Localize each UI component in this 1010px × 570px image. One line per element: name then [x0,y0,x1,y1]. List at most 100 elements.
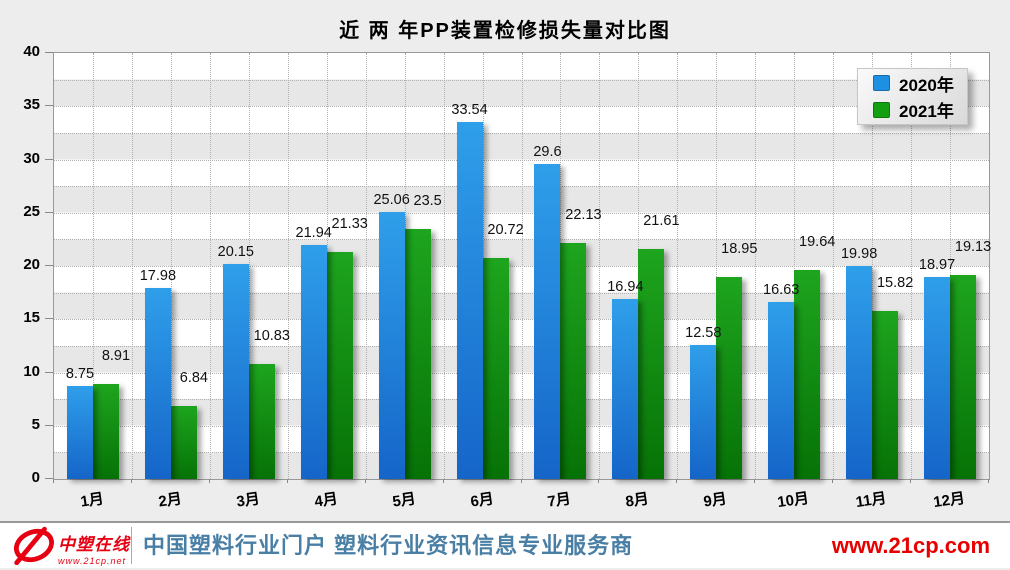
value-label-2020-8月: 16.94 [607,278,644,295]
bar-2020-12月 [924,276,951,479]
x-axis-tick [754,479,756,483]
x-axis-label: 2月 [157,490,183,511]
x-axis-label: 4月 [313,490,339,511]
gridline-vertical [755,53,757,479]
gridline-vertical [950,53,952,479]
y-axis-tick [45,211,53,213]
legend: 2020年 2021年 [857,68,968,125]
bar-2021-9月 [716,277,743,479]
gridline-vertical [911,53,913,479]
value-label-2021-10月: 19.64 [799,233,836,250]
legend-item-2021: 2021年 [873,97,967,122]
x-axis-tick [442,479,444,483]
value-label-2021-4月: 21.33 [331,215,368,232]
x-axis-tick [130,479,132,483]
gridline-vertical [677,53,679,479]
value-label-2021-11月: 15.82 [876,274,914,291]
value-label-2021-12月: 19.13 [954,239,992,256]
y-axis-label: 35 [23,96,40,114]
value-label-2020-12月: 18.97 [918,256,956,273]
legend-label-2020: 2020年 [899,75,954,95]
y-axis-tick [45,478,53,479]
footer-tagline: 中国塑料行业门户 塑料行业资讯信息专业服务商 [143,533,634,558]
bar-2020-5月 [378,212,405,479]
value-label-2020-6月: 33.54 [451,101,488,118]
bar-2021-1月 [92,384,119,479]
gridline-vertical [872,53,874,479]
bar-2020-1月 [66,385,93,479]
x-axis-label: 11月 [854,489,888,512]
x-axis-label: 3月 [235,490,261,511]
gridline-vertical [248,53,250,479]
chart-area: 近 两 年PP装置检修损失量对比图 8.75 8.91 17.98 6.84 20.15… [23,20,992,512]
value-label-2021-2月: 6.84 [179,370,208,387]
gridline-vertical [833,53,835,479]
x-axis-tick [208,479,210,483]
x-axis-tick [988,479,989,483]
gridline-vertical [443,53,445,479]
value-label-2020-1月: 8.75 [65,365,95,382]
y-axis-tick [45,371,53,373]
footer-divider [131,527,132,564]
chart-title: 近 两 年PP装置检修损失量对比图 [339,20,671,42]
value-label-2021-9月: 18.95 [721,241,758,258]
bar-2021-11月 [872,310,899,479]
value-label-2020-4月: 21.94 [295,225,332,242]
gridline-vertical [131,53,133,479]
bar-2021-6月 [482,258,509,479]
bar-2021-8月 [638,248,665,479]
x-axis-label: 6月 [468,490,495,511]
y-axis-tick [45,265,53,266]
bar-2020-9月 [690,345,717,479]
gridline-vertical [170,53,172,479]
value-label-2020-9月: 12.58 [685,325,722,342]
y-axis-label: 10 [23,362,40,380]
value-label-2021-5月: 23.5 [413,192,442,209]
x-axis-label: 12月 [932,489,967,512]
x-axis-label: 7月 [546,490,573,511]
bar-2020-4月 [300,245,327,479]
value-label-2021-1月: 8.91 [101,348,131,365]
value-label-2020-2月: 17.98 [139,267,177,284]
y-axis-tick [45,424,53,426]
y-axis-label: 40 [23,43,40,60]
legend-label-2021: 2021年 [899,102,954,122]
x-axis-tick [286,479,288,483]
gridline-vertical [716,53,718,479]
logo-url: www.21cp.net [58,556,127,566]
legend-swatch-2020 [873,75,890,92]
value-label-2020-7月: 29.6 [533,143,562,160]
x-axis-tick [832,479,834,483]
bar-2020-2月 [144,287,171,479]
x-axis-label: 10月 [776,489,811,512]
bar-2021-2月 [170,406,197,479]
gridline-vertical [209,53,211,479]
y-axis-tick [45,318,53,320]
value-label-2021-8月: 21.61 [643,212,680,229]
bar-2020-6月 [456,121,483,479]
gridline-vertical [599,53,601,479]
x-axis-label: 1月 [79,490,105,511]
bar-2020-3月 [222,264,249,479]
logo-name: 中塑在线 [58,535,130,554]
bar-2021-3月 [248,363,275,479]
bar-2021-12月 [950,275,977,479]
bar-2020-8月 [612,298,639,479]
y-axis-tick [45,105,53,107]
x-axis-tick [676,479,678,483]
gridline-vertical [365,53,367,479]
y-axis-label: 30 [23,149,40,167]
footer-website-link[interactable]: www.21cp.com [831,533,990,558]
x-axis-label: 9月 [702,490,729,511]
bar-2020-10月 [768,301,795,479]
value-label-2020-10月: 16.63 [763,281,800,298]
site-logo[interactable]: 中塑在线 www.21cp.net [10,526,130,570]
bar-2021-7月 [560,243,587,479]
bar-2020-11月 [846,266,873,479]
bar-2021-5月 [404,228,431,479]
gridline-vertical [287,53,289,479]
value-label-2021-6月: 20.72 [487,222,524,239]
logo-swoosh-icon [10,526,56,570]
bar-2021-10月 [794,269,821,479]
value-label-2020-5月: 25.06 [373,192,410,209]
